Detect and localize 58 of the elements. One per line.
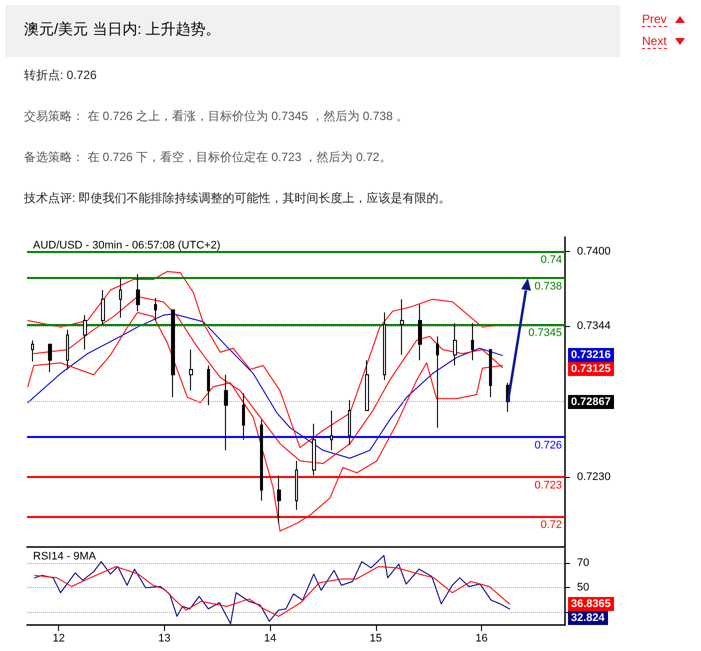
ref-line-label: 0.72 [540, 519, 562, 532]
candlestick [83, 314, 87, 350]
candlestick [31, 340, 34, 362]
candlestick [453, 322, 457, 366]
text: 转折点: 0.726 [24, 67, 97, 84]
ref-line-label: 0.726 [534, 440, 562, 452]
candlestick [260, 419, 263, 502]
text: Next [642, 34, 667, 49]
candlestick [101, 289, 105, 325]
x-tick-label: 13 [158, 632, 171, 644]
y-tick-label: 0.7344 [577, 320, 611, 332]
x-tick-label: 16 [475, 632, 488, 644]
text: 备选策略： 在 0.726 下，看空，目标价位定在 0.723 ，然后为 0.72。 [24, 149, 392, 166]
candlestick [119, 278, 122, 318]
y-tick-label: 50 [577, 582, 590, 594]
x-tick-label: 14 [264, 632, 276, 644]
ref-line-label: 0.7345 [528, 326, 562, 339]
chart-title: AUD/USD - 30min - 06:57:08 (UTC+2) [33, 240, 220, 252]
text: 技术点评: 即使我们不能排除持续调整的可能性，其时间长度上，应该是有限的。 [24, 190, 451, 207]
ref-line-label: 0.723 [534, 479, 562, 492]
ref-line-label: 0.74 [540, 254, 562, 266]
candlestick [330, 410, 333, 451]
candlestick [383, 312, 386, 381]
candlestick [171, 309, 175, 398]
candlestick [295, 460, 298, 510]
text: 交易策略： 在 0.726 之上，看涨，目标价位为 0.7345 ，然后为 0.738 。 [24, 108, 408, 125]
x-tick-label: 15 [370, 632, 382, 644]
candlestick [277, 474, 281, 524]
candlestick [189, 349, 193, 392]
text: 0.72867 [568, 394, 614, 409]
candlestick [66, 329, 69, 370]
text: 0.73125 [568, 362, 614, 376]
x-tick-label: 12 [52, 632, 65, 644]
candlestick [224, 374, 228, 451]
candlestick [154, 297, 157, 321]
candlestick [365, 360, 369, 412]
text: 36.8365 [568, 597, 614, 612]
ref-line-label: 0.738 [534, 280, 562, 293]
candlestick [471, 322, 474, 361]
candlestick [489, 349, 492, 398]
text: 32.824 [568, 611, 608, 626]
candlestick [418, 304, 422, 361]
candlestick [436, 336, 439, 428]
y-tick-label: 0.7400 [577, 246, 611, 258]
candlestick [48, 344, 52, 373]
text: Prev [642, 12, 667, 27]
candlestick [312, 423, 316, 476]
candlestick [242, 392, 245, 440]
candlestick [348, 399, 351, 446]
text: 澳元/美元 当日内: 上升趋势。 [24, 20, 221, 39]
candlestick [136, 274, 140, 312]
line-series [34, 566, 510, 617]
chart-title: RSI14 - 9MA [33, 550, 97, 562]
candlestick [400, 298, 404, 356]
text: 0.73216 [568, 348, 614, 362]
y-tick-label: 0.7230 [577, 470, 611, 483]
candlestick [207, 365, 210, 406]
y-tick-label: 70 [577, 556, 590, 569]
